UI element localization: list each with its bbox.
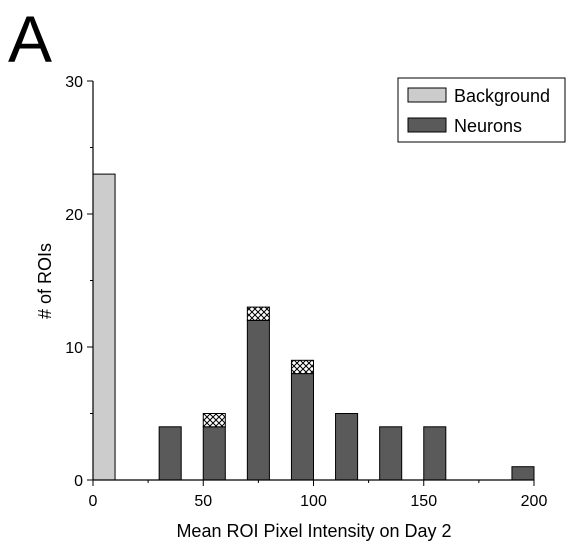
neuron-bar	[290, 373, 315, 481]
neuron-bar	[158, 426, 182, 481]
x-tick-label: 150	[410, 493, 437, 510]
legend-label-background: Background	[454, 86, 550, 106]
background-bar	[92, 173, 116, 481]
x-axis-title: Mean ROI Pixel Intensity on Day 2	[176, 521, 451, 541]
y-tick-label: 20	[65, 207, 83, 224]
hatched-bar-segment	[202, 413, 226, 428]
legend: Background Neurons	[397, 77, 566, 143]
hatched-bar-segment	[246, 306, 270, 321]
panel-label: A	[8, 2, 53, 76]
neuron-bar	[379, 426, 403, 481]
y-axis-title: # of ROIs	[35, 243, 55, 319]
x-tick-label: 200	[521, 493, 548, 510]
legend-label-neurons: Neurons	[454, 116, 522, 136]
x-tick-label: 50	[194, 493, 212, 510]
y-tick-label: 0	[74, 473, 83, 490]
x-tick-label: 0	[89, 493, 98, 510]
y-tick-label: 10	[65, 340, 83, 357]
neuron-bar	[423, 426, 447, 481]
neuron-bar	[202, 426, 226, 481]
hatched-bar-segment	[290, 359, 315, 375]
y-tick-label: 30	[65, 74, 83, 91]
legend-swatch-neurons	[407, 117, 447, 133]
legend-swatch-background	[407, 87, 447, 103]
x-tick-label: 100	[300, 493, 327, 510]
neuron-bar	[246, 319, 270, 481]
neuron-bar	[335, 413, 359, 481]
neuron-bar	[511, 466, 535, 481]
